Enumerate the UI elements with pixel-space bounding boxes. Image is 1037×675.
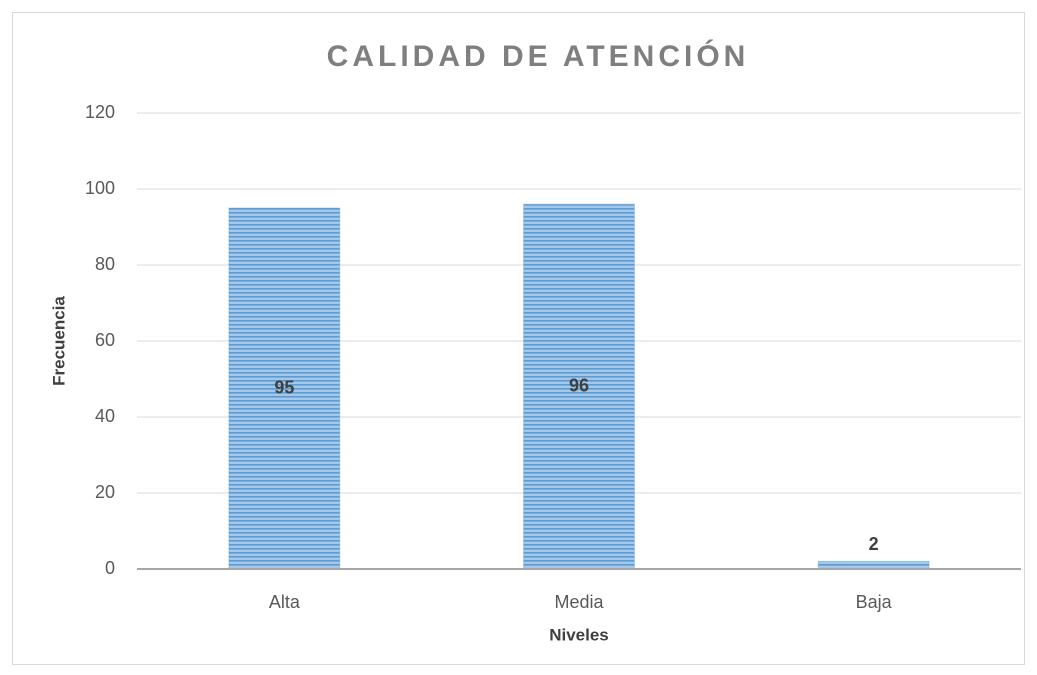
bar xyxy=(523,203,635,570)
y-tick-label: 60 xyxy=(95,330,115,350)
y-tick-label: 40 xyxy=(95,406,115,426)
data-label: 95 xyxy=(274,377,294,397)
bar xyxy=(228,207,341,570)
y-tick-label: 120 xyxy=(85,102,115,122)
y-tick-label: 20 xyxy=(95,482,115,502)
y-tick-label: 80 xyxy=(95,254,115,274)
bar xyxy=(817,560,930,570)
chart-title: CALIDAD DE ATENCIÓN xyxy=(327,39,750,73)
x-tick-label: Baja xyxy=(856,592,893,612)
y-tick-label: 100 xyxy=(85,178,115,198)
y-axis-title: Frecuencia xyxy=(49,296,68,386)
chart-frame xyxy=(12,12,1025,665)
x-axis-title: Niveles xyxy=(549,625,609,644)
data-label: 2 xyxy=(869,534,879,554)
data-label: 96 xyxy=(569,375,589,395)
y-tick-label: 0 xyxy=(105,558,115,578)
x-tick-label: Alta xyxy=(269,592,301,612)
x-tick-label: Media xyxy=(554,592,604,612)
